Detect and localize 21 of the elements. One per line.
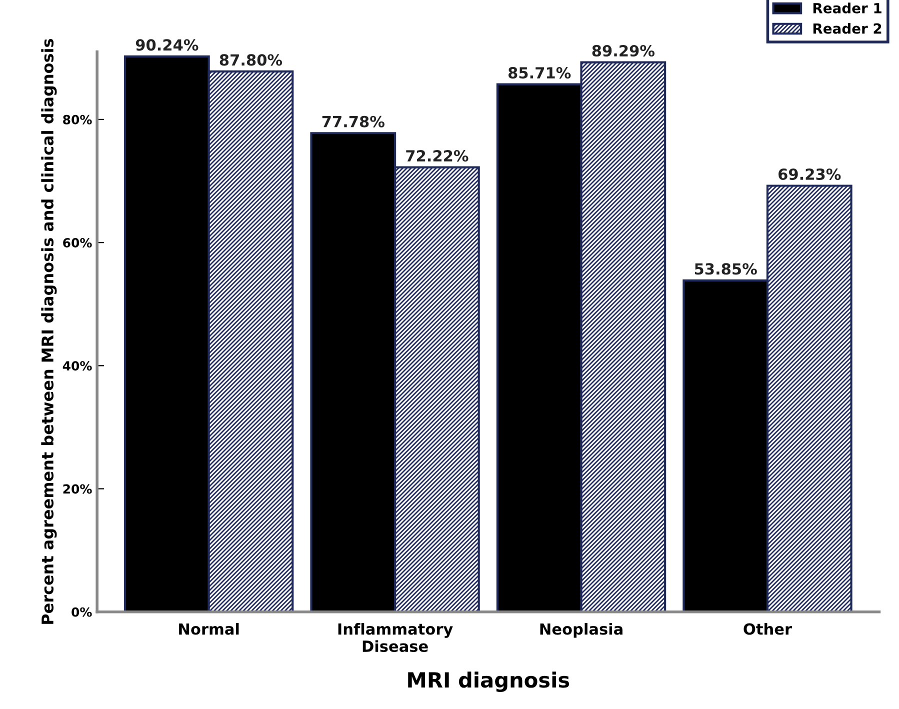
data-label: 72.22% <box>406 150 468 162</box>
data-label: 87.80% <box>220 54 282 66</box>
x-tick-label: Neoplasia <box>540 622 622 638</box>
data-label: 85.71% <box>508 67 571 79</box>
legend-label: Reader 2 <box>813 23 882 34</box>
y-tick-label: 0% <box>72 607 92 617</box>
y-axis-title: Percent agreement between MRI diagnosis and clinical diagnosis <box>41 38 57 624</box>
data-label: 53.85% <box>694 263 757 275</box>
y-tick-label: 20% <box>63 484 92 494</box>
y-tick-label: 60% <box>63 238 92 248</box>
data-label: 77.78% <box>322 116 384 128</box>
data-label: 89.29% <box>592 44 654 57</box>
x-axis-title: MRI diagnosis <box>408 672 570 692</box>
legend-label: Reader 1 <box>813 2 882 14</box>
x-tick-label: Other <box>744 622 792 635</box>
y-tick-label: 80% <box>63 114 92 124</box>
x-tick-label: Inflammatory Disease <box>338 622 453 652</box>
y-tick-label: 40% <box>62 361 92 371</box>
data-label: 69.23% <box>778 168 841 180</box>
data-label: 90.24% <box>136 39 198 51</box>
x-tick-label: Normal <box>179 622 239 635</box>
